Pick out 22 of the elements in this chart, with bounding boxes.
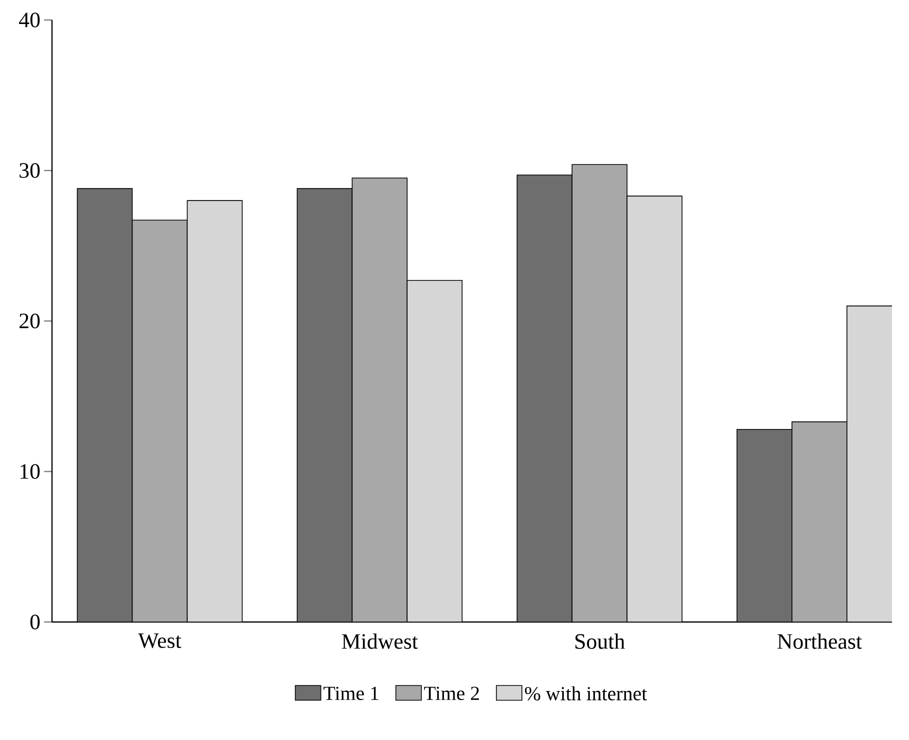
x-tick-label: Midwest [342, 633, 418, 649]
bar [572, 164, 628, 622]
bar [516, 174, 572, 622]
y-tick-label: 0 [30, 614, 40, 630]
bar [736, 428, 792, 622]
legend-label: % with internet [524, 686, 647, 700]
bar [186, 200, 243, 622]
x-tick-label: West [138, 633, 182, 648]
bar [352, 178, 408, 622]
bar [76, 188, 133, 622]
legend-label: Time 2 [424, 686, 479, 700]
bar [296, 188, 353, 622]
x-tick-label: Northeast [777, 633, 862, 649]
bar [626, 196, 682, 622]
legend-label: Time 1 [324, 686, 378, 700]
bar [406, 280, 463, 622]
y-tick-label: 30 [20, 163, 40, 178]
bar [132, 220, 188, 622]
x-tick-label: South [575, 633, 625, 649]
y-tick-label: 10 [20, 464, 40, 479]
y-tick-label: 40 [19, 12, 40, 28]
y-tick-label: 20 [20, 314, 40, 328]
